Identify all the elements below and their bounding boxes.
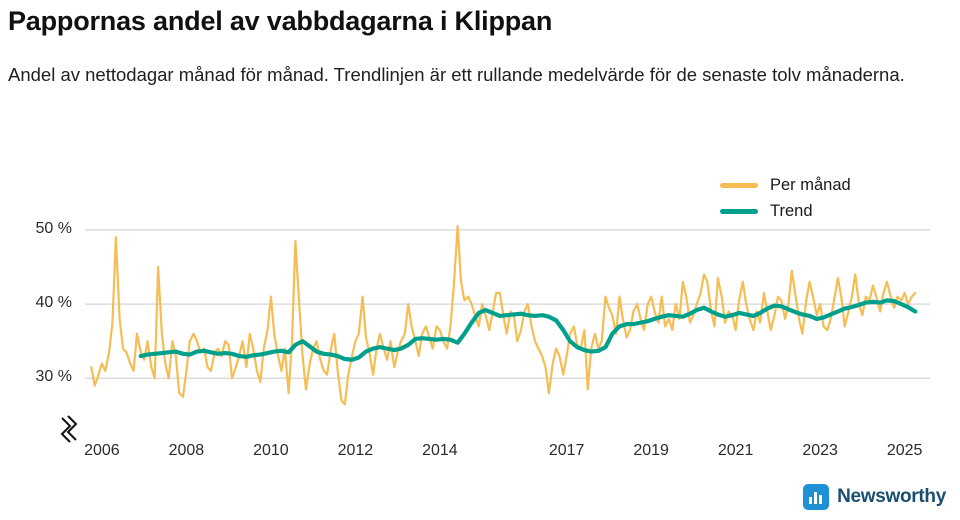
x-axis-tick-label: 2006 <box>84 442 120 459</box>
x-axis-tick-label: 2012 <box>337 442 374 459</box>
legend-item-trend: Trend <box>720 198 920 224</box>
bar-chart-icon <box>803 484 830 510</box>
newsworthy-logo: Newsworthy <box>803 484 946 510</box>
legend-label-trend: Trend <box>770 201 813 220</box>
legend-swatch-per-manad <box>720 182 758 188</box>
brand-name: Newsworthy <box>837 486 946 507</box>
x-axis-tick-label: 2019 <box>633 442 669 459</box>
x-axis-tick-label: 2008 <box>168 442 205 459</box>
x-axis-tick-label: 2017 <box>548 442 585 459</box>
x-axis-tick-label: 2021 <box>717 442 754 459</box>
x-axis-tick-label: 2014 <box>422 442 458 459</box>
legend-item-per-manad: Per månad <box>720 172 920 198</box>
legend-label-per-manad: Per månad <box>770 175 851 194</box>
x-axis-tick-label: 2025 <box>886 442 923 459</box>
legend-swatch-trend <box>720 208 758 214</box>
page-title: Pappornas andel av vabbdagarna i Klippan <box>8 6 553 36</box>
y-axis-tick-label: 50 % <box>35 219 72 237</box>
x-axis-tick-label: 2023 <box>802 442 838 459</box>
y-axis-tick-label: 30 % <box>35 368 72 386</box>
chart-plot <box>60 225 930 443</box>
chart-legend: Per månad Trend <box>720 172 920 224</box>
x-axis-tick-label: 2010 <box>253 442 289 459</box>
chart-container: Per månad Trend 30 % 40 % 50 % 2006 2008 201… <box>0 150 960 480</box>
y-axis-tick-label: 40 % <box>35 294 72 312</box>
page-subtitle: Andel av nettodagar månad för månad. Tre… <box>8 64 905 85</box>
